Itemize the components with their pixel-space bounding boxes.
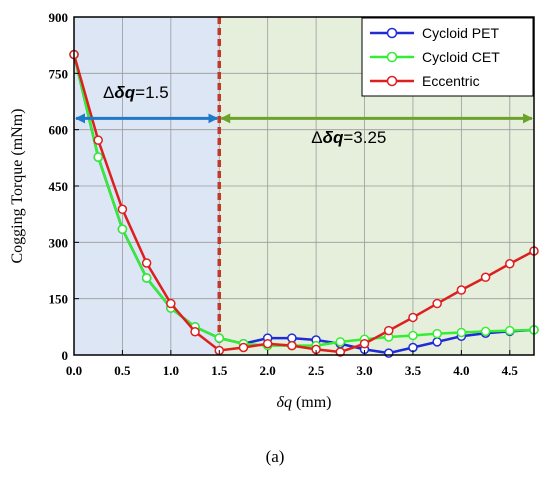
y-tick-label: 600 <box>49 123 69 138</box>
y-tick-label: 0 <box>62 348 69 363</box>
annotation-left-prefix: Δ <box>103 83 114 102</box>
data-point <box>408 330 418 341</box>
data-point <box>335 337 346 347</box>
data-point <box>432 298 442 309</box>
annotation-right: Δδq=3.25 <box>311 128 386 147</box>
data-point <box>335 347 346 357</box>
x-tick-label: 2.5 <box>308 363 325 378</box>
data-point <box>432 328 442 339</box>
x-axis-unit: (mm) <box>292 394 332 411</box>
data-point <box>93 135 103 145</box>
x-tick-label: 1.0 <box>163 363 179 378</box>
legend-item: Cycloid CET <box>370 49 500 65</box>
data-point <box>214 333 225 343</box>
data-point <box>480 326 491 337</box>
data-point <box>432 337 442 347</box>
panel-label: (a) <box>266 447 285 466</box>
data-point <box>166 298 176 309</box>
legend-marker <box>386 75 398 87</box>
data-point <box>117 204 128 215</box>
legend-label: Cycloid CET <box>422 49 500 65</box>
data-point <box>505 258 515 269</box>
legend-marker <box>386 27 398 39</box>
panel-label-text: (a) <box>266 447 285 466</box>
data-point <box>505 325 515 336</box>
data-point <box>117 224 128 234</box>
legend-item: Cycloid PET <box>370 25 499 41</box>
x-axis-title: δq (mm) <box>277 394 332 411</box>
data-point <box>480 272 491 283</box>
y-axis-title: Cogging Torque (mNm) <box>9 108 26 263</box>
data-point <box>456 285 467 295</box>
x-tick-label: 0.5 <box>114 363 131 378</box>
annotation-left-value: =1.5 <box>135 83 169 102</box>
data-point <box>262 338 273 349</box>
x-tick-label: 0.0 <box>66 363 82 378</box>
legend-item: Eccentric <box>370 73 480 89</box>
x-tick-label: 4.5 <box>502 363 519 378</box>
x-tick-label: 2.0 <box>260 363 276 378</box>
data-point <box>141 273 152 283</box>
annotation-left: Δδq=1.5 <box>103 83 169 102</box>
x-tick-label: 3.0 <box>356 363 372 378</box>
x-tick-label: 1.5 <box>211 363 228 378</box>
data-point <box>383 348 394 358</box>
x-tick-label: 4.0 <box>453 363 469 378</box>
x-axis-symbol: δq <box>277 394 292 411</box>
data-point <box>190 326 200 337</box>
y-tick-label: 900 <box>49 10 69 25</box>
x-tick-label: 3.5 <box>405 363 422 378</box>
y-tick-label: 750 <box>49 66 69 81</box>
y-tick-label: 450 <box>49 179 69 194</box>
data-point <box>93 152 103 162</box>
legend-label: Eccentric <box>422 73 480 89</box>
data-point <box>238 342 249 353</box>
annotation-right-symbol: δq <box>323 128 344 147</box>
data-point <box>408 312 418 323</box>
data-point <box>287 340 297 351</box>
legend-marker <box>386 51 398 63</box>
data-point <box>141 258 152 268</box>
y-tick-label: 150 <box>49 292 69 307</box>
annotation-left-symbol: δq <box>114 83 135 102</box>
annotation-right-value: =3.25 <box>343 128 386 147</box>
y-tick-label: 300 <box>49 235 69 250</box>
data-point <box>383 325 394 336</box>
series-eccentric <box>69 49 539 357</box>
data-point <box>359 338 370 349</box>
legend-label: Cycloid PET <box>422 25 499 41</box>
data-point <box>456 327 467 338</box>
annotation-right-prefix: Δ <box>311 128 322 147</box>
